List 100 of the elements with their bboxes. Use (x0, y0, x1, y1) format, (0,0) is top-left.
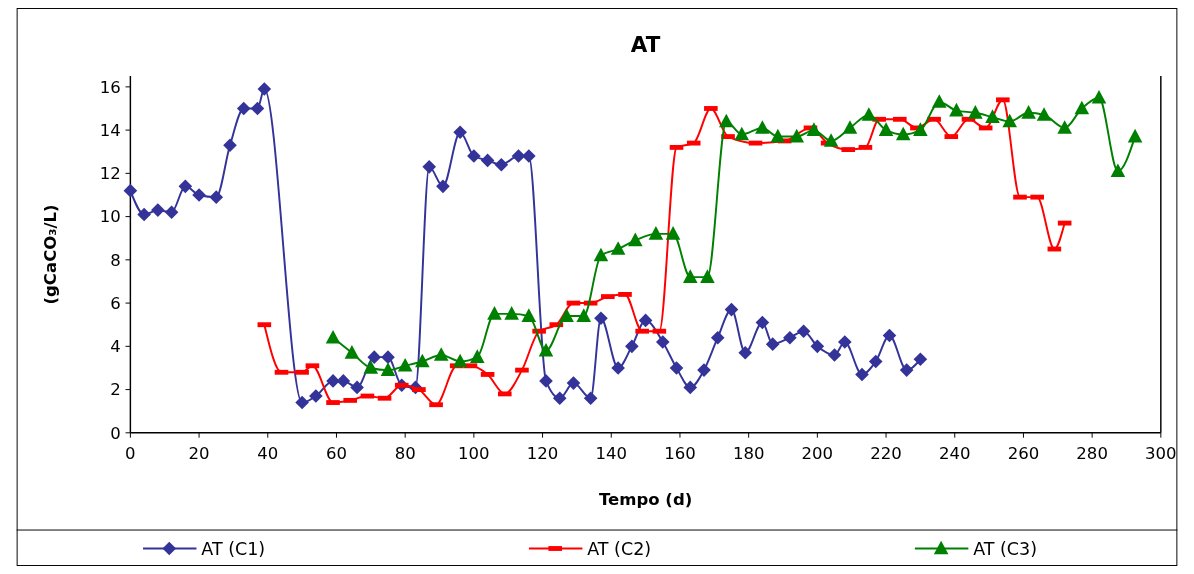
point (350, 380, 364, 395)
x-tick-label: 140 (595, 444, 628, 464)
point (415, 353, 430, 368)
point (899, 363, 914, 377)
point (648, 226, 664, 240)
point (1110, 163, 1126, 178)
y-tick-label: 0 (110, 423, 121, 443)
point (611, 361, 625, 375)
point (552, 391, 567, 406)
point (610, 241, 626, 255)
point (522, 149, 536, 163)
y-tick-label: 16 (99, 77, 121, 97)
point (487, 306, 502, 320)
point (295, 395, 309, 410)
chart-title: AT (630, 31, 661, 57)
point (895, 126, 911, 141)
point (755, 315, 770, 330)
point (827, 348, 842, 362)
point (539, 374, 553, 388)
point (209, 190, 224, 204)
point (480, 153, 495, 168)
x-tick-label: 180 (732, 444, 765, 464)
point (336, 374, 351, 388)
x-tick-label: 80 (394, 444, 416, 464)
point (796, 324, 811, 338)
point (700, 269, 715, 283)
y-tick-label: 8 (110, 250, 121, 270)
point (1021, 105, 1036, 119)
point (178, 179, 193, 194)
point (878, 122, 894, 136)
point (638, 313, 653, 328)
point (724, 302, 739, 317)
point (949, 102, 964, 117)
point (538, 342, 554, 357)
point (665, 226, 681, 240)
point (1074, 100, 1090, 115)
y-tick-label: 6 (110, 293, 121, 313)
point (1057, 120, 1072, 134)
point (521, 308, 537, 322)
point (968, 105, 983, 119)
x-tick-label: 160 (664, 444, 696, 464)
x-tick-label: 0 (125, 444, 136, 464)
point (1127, 128, 1143, 143)
x-tick-label: 200 (801, 444, 834, 464)
point (363, 360, 379, 374)
point (576, 308, 592, 322)
point (855, 367, 869, 382)
point (559, 308, 574, 322)
point (868, 354, 883, 369)
point (913, 352, 928, 367)
point (397, 358, 413, 372)
x-tick-label: 300 (1145, 444, 1177, 464)
x-tick-label: 40 (257, 444, 279, 464)
point (250, 101, 265, 116)
point (738, 346, 753, 360)
point (344, 345, 360, 359)
point (810, 339, 825, 354)
point (710, 330, 725, 345)
point (504, 306, 519, 320)
point (838, 335, 852, 349)
point (628, 232, 643, 247)
x-tick-label: 220 (870, 444, 902, 464)
legend-label: AT (C2) (587, 539, 652, 560)
point (367, 350, 382, 364)
y-tick-label: 14 (99, 120, 121, 140)
x-tick-label: 100 (458, 444, 490, 464)
point (789, 128, 805, 143)
point (380, 362, 396, 376)
legend-label: AT (C3) (973, 539, 1038, 560)
point (594, 311, 608, 326)
legend-label: AT (C1) (201, 539, 266, 560)
point (755, 120, 770, 134)
point (223, 138, 237, 153)
point (719, 113, 734, 128)
point (985, 109, 1000, 123)
point (511, 149, 526, 163)
point (192, 188, 206, 202)
point (467, 149, 481, 163)
point (257, 82, 272, 96)
point (137, 207, 151, 222)
point (734, 126, 750, 141)
y-tick-label: 12 (99, 164, 121, 184)
point (422, 160, 437, 174)
point (823, 133, 839, 147)
point (1036, 107, 1052, 121)
y-axis-title: (gCaCO₃/L) (41, 204, 61, 305)
point (882, 328, 897, 343)
x-tick-label: 20 (188, 444, 210, 464)
x-tick-label: 280 (1076, 444, 1108, 464)
point (697, 363, 711, 377)
point (452, 353, 468, 368)
point (683, 380, 698, 395)
x-tick-label: 60 (325, 444, 347, 464)
y-tick-label: 2 (110, 380, 121, 400)
y-tick-label: 10 (99, 207, 121, 227)
point (861, 107, 877, 121)
point (164, 205, 179, 220)
point (1002, 113, 1017, 128)
point (123, 183, 138, 198)
point (931, 94, 947, 108)
